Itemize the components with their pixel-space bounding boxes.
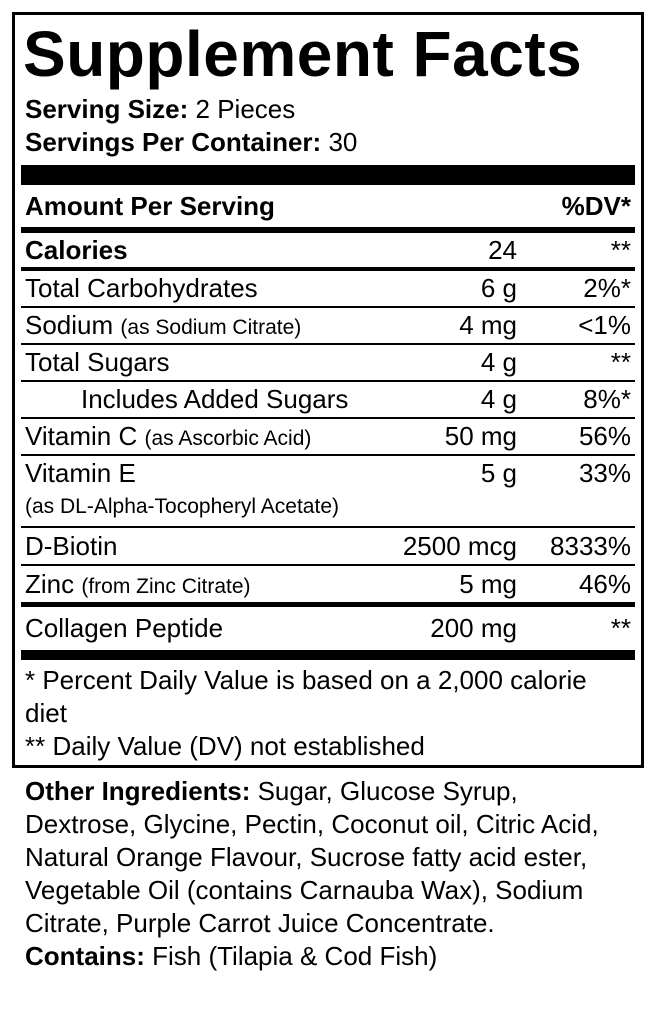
- nutrient-row: Calories 24 **: [21, 233, 635, 267]
- amount: 4 g: [480, 347, 517, 377]
- text: Sugar, Glucose Syrup, Dextrose, Glycine,…: [25, 776, 599, 938]
- amount: 5 g: [480, 458, 517, 488]
- amount: 200 mg: [430, 613, 517, 643]
- nutrient-row: Zinc (from Zinc Citrate) 5 mg 46%: [21, 566, 635, 602]
- header-row: Amount Per Serving %DV*: [21, 185, 635, 227]
- nutrient-name: Zinc: [25, 568, 75, 599]
- dv: **: [610, 234, 631, 265]
- rule: [21, 650, 635, 660]
- nutrient-name: Collagen Peptide: [25, 613, 224, 643]
- dv: 8%*: [583, 384, 631, 414]
- dv: 46%: [578, 568, 631, 599]
- qualifier: (from Zinc Citrate): [81, 574, 251, 598]
- qualifier: (as Sodium Citrate): [120, 316, 302, 339]
- dv: **: [610, 347, 631, 377]
- nutrient-name: Total Carbohydrates: [25, 273, 258, 303]
- dv: <1%: [578, 310, 631, 340]
- ingredients: Other Ingredients: Sugar, Glucose Syrup,…: [25, 775, 635, 973]
- other-ingredients: Other Ingredients: Sugar, Glucose Syrup,…: [25, 775, 635, 940]
- amount: 50 mg: [444, 421, 517, 451]
- qualifier: (as Ascorbic Acid): [144, 427, 312, 450]
- nutrient-row: Vitamin E (as DL-Alpha-Tocopheryl Acetate…: [21, 456, 635, 528]
- rule: [21, 165, 635, 185]
- contains: Contains: Fish (Tilapia & Cod Fish): [25, 940, 635, 973]
- nutrient-row: Total Sugars 4 g **: [21, 345, 635, 382]
- serving-size: Serving Size: 2 Pieces: [15, 93, 641, 126]
- nutrient-name: Vitamin C: [25, 421, 138, 451]
- nutrient: Zinc (from Zinc Citrate): [25, 569, 459, 600]
- nutrient: Vitamin C (as Ascorbic Acid): [25, 421, 445, 452]
- footnotes: * Percent Daily Value is based on a 2,00…: [15, 660, 641, 763]
- value: 30: [328, 127, 358, 157]
- nutrient: Vitamin E (as DL-Alpha-Tocopheryl Acetate…: [25, 458, 481, 520]
- amount: 5 mg: [459, 568, 517, 599]
- nutrient-row: D-Biotin 2500 mcg 8333%: [21, 528, 635, 566]
- qualifier: (as DL-Alpha-Tocopheryl Acetate): [25, 495, 339, 518]
- text: Fish (Tilapia & Cod Fish): [152, 941, 438, 971]
- nutrient-row: Includes Added Sugars 4 g 8%*: [21, 382, 635, 419]
- dv-header: %DV*: [561, 190, 631, 221]
- footnote: * Percent Daily Value is based on a 2,00…: [25, 665, 587, 728]
- dv: 8333%: [550, 530, 631, 561]
- nutrient-row: Collagen Peptide 200 mg **: [21, 607, 635, 650]
- nutrient-name: Total Sugars: [25, 347, 170, 377]
- amount: 4 mg: [459, 310, 517, 340]
- amount: 2500 mcg: [402, 530, 517, 561]
- rule: [21, 267, 635, 271]
- amount: 24: [488, 234, 517, 265]
- footnote: ** Daily Value (DV) not established: [25, 731, 425, 761]
- facts-panel: Supplement Facts Serving Size: 2 Pieces …: [12, 12, 644, 768]
- servings-per-container: Servings Per Container: 30: [15, 126, 641, 159]
- nutrient-name: Sodium: [25, 310, 114, 340]
- amount: 4 g: [480, 384, 517, 414]
- dv: 33%: [578, 458, 631, 488]
- nutrient-name: Includes Added Sugars: [81, 384, 349, 414]
- dv: **: [610, 613, 631, 643]
- nutrient-name: Calories: [25, 234, 128, 265]
- nutrient-name: D-Biotin: [25, 530, 118, 561]
- dv: 2%*: [583, 273, 631, 303]
- rule: [21, 227, 635, 233]
- dv: 56%: [578, 421, 631, 451]
- amount: 6 g: [480, 273, 517, 303]
- nutrient-row: Sodium (as Sodium Citrate) 4 mg <1%: [21, 308, 635, 345]
- label: Other Ingredients:: [25, 776, 251, 806]
- nutrient-row: Vitamin C (as Ascorbic Acid) 50 mg 56%: [21, 419, 635, 456]
- rule: [21, 602, 635, 607]
- amount-header: Amount Per Serving: [25, 190, 275, 221]
- value: 2 Pieces: [195, 94, 296, 124]
- nutrient: Sodium (as Sodium Citrate): [25, 310, 459, 341]
- title: Supplement Facts: [23, 18, 583, 90]
- label: Servings Per Container:: [25, 127, 322, 157]
- nutrient-name: Vitamin E: [25, 458, 136, 488]
- nutrient-row: Total Carbohydrates 6 g 2%*: [21, 271, 635, 308]
- label: Contains:: [25, 941, 145, 971]
- label: Serving Size:: [25, 94, 189, 124]
